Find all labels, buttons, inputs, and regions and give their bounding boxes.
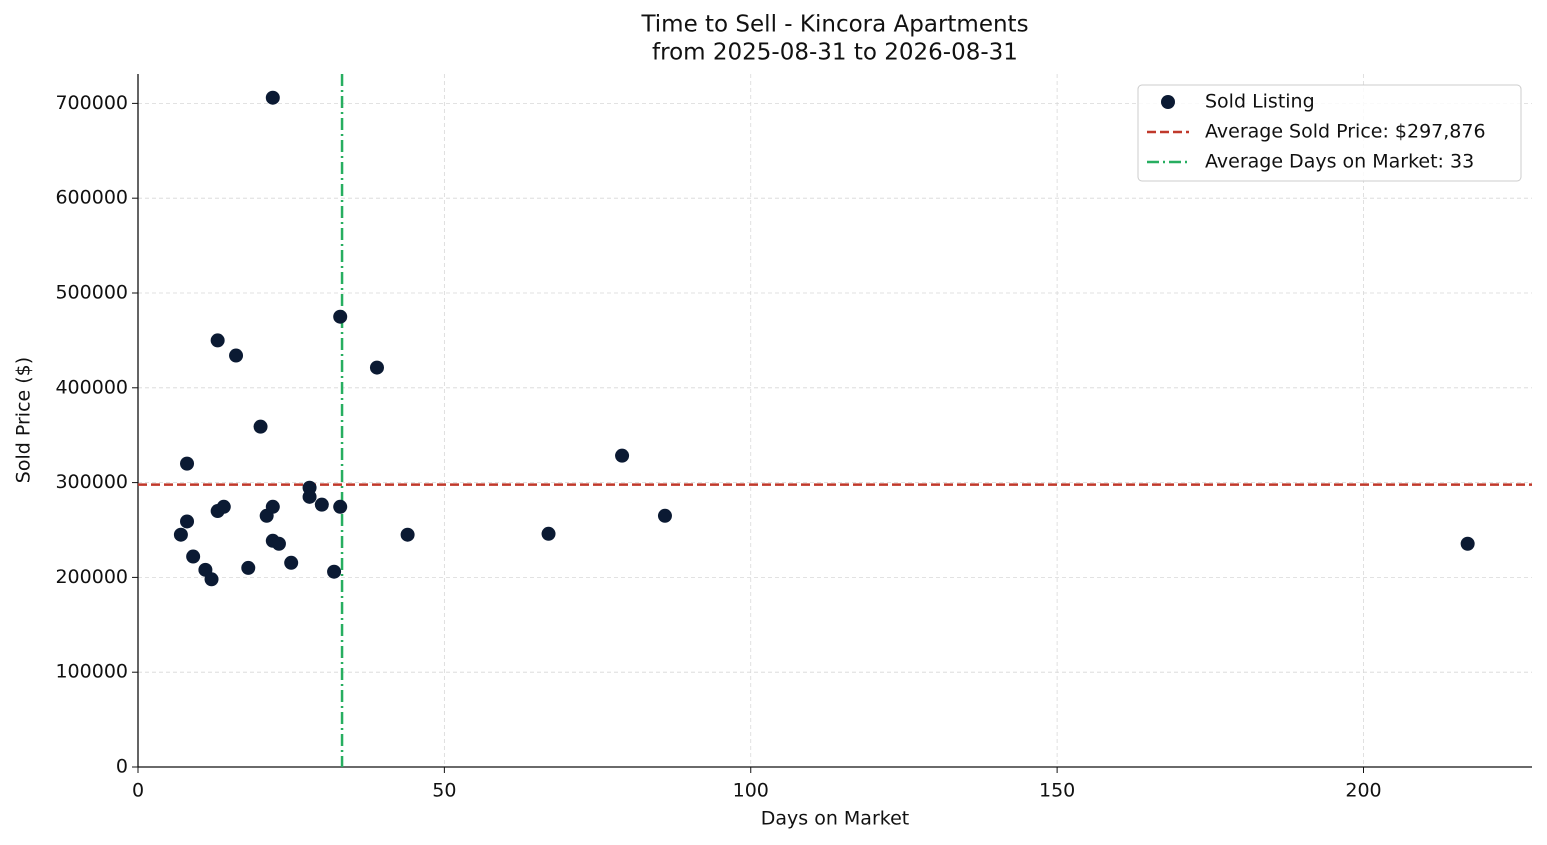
point: [253, 419, 268, 434]
point: [314, 497, 329, 512]
point: [327, 564, 342, 579]
point: [216, 499, 231, 514]
point: [333, 499, 348, 514]
point: [333, 309, 348, 324]
chart-title: Time to Sell - Kincora Apartments: [640, 12, 1028, 38]
point: [229, 348, 244, 363]
y-tick-label: 500000: [55, 281, 128, 303]
point: [302, 489, 317, 504]
chart-subtitle: from 2025-08-31 to 2026-08-31: [652, 40, 1018, 66]
y-tick-label: 700000: [55, 92, 128, 114]
point: [241, 560, 256, 575]
point: [541, 526, 556, 541]
x-tick-label: 150: [1039, 780, 1075, 802]
point: [265, 499, 280, 514]
y-axis-label: Sold Price ($): [13, 357, 35, 483]
y-tick-label: 300000: [55, 471, 128, 493]
legend-label: Average Days on Market: 33: [1205, 151, 1474, 173]
point: [180, 514, 195, 529]
y-tick-label: 0: [116, 756, 128, 778]
point: [173, 527, 188, 542]
point: [369, 360, 384, 375]
point: [204, 572, 219, 587]
y-tick-label: 100000: [55, 661, 128, 683]
point: [284, 555, 299, 570]
x-tick-label: 50: [432, 780, 456, 802]
y-tick-label: 200000: [55, 566, 128, 588]
x-tick-label: 0: [132, 780, 144, 802]
y-tick-label: 600000: [55, 187, 128, 209]
point: [210, 333, 225, 348]
point: [271, 536, 286, 551]
legend-marker: [1161, 95, 1175, 109]
x-tick-label: 200: [1345, 780, 1381, 802]
point: [400, 527, 415, 542]
point: [1460, 536, 1475, 551]
x-axis-label: Days on Market: [761, 808, 909, 830]
x-tick-label: 100: [733, 780, 769, 802]
y-tick-label: 400000: [55, 376, 128, 398]
point: [186, 549, 201, 564]
legend-label: Sold Listing: [1205, 91, 1315, 113]
point: [180, 456, 195, 471]
legend: Sold Listing Average Sold Price: $297,876…: [1137, 84, 1522, 182]
point: [657, 508, 672, 523]
legend-box: [1137, 84, 1522, 182]
point: [265, 90, 280, 105]
point: [615, 448, 630, 463]
legend-label: Average Sold Price: $297,876: [1205, 121, 1486, 143]
